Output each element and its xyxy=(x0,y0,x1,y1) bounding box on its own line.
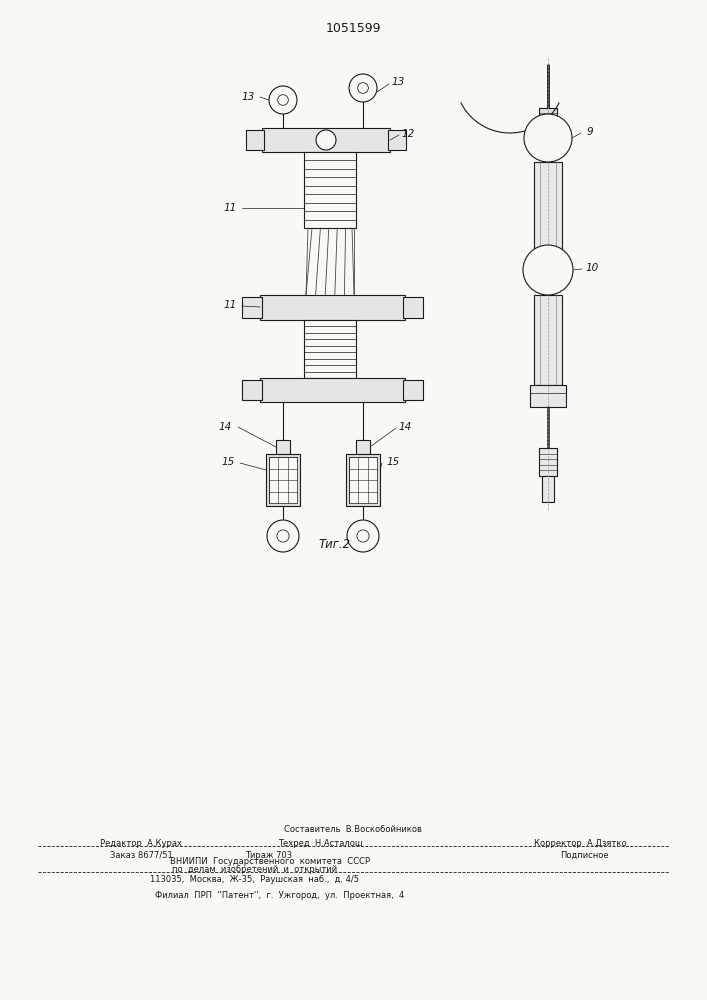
Bar xyxy=(539,108,557,122)
Text: 10: 10 xyxy=(585,263,599,273)
Circle shape xyxy=(357,530,369,542)
Bar xyxy=(276,440,290,454)
Bar xyxy=(346,454,380,506)
Text: Τиг.2: Τиг.2 xyxy=(319,538,351,552)
Text: Заказ 8677/51: Заказ 8677/51 xyxy=(110,850,173,859)
Circle shape xyxy=(267,520,299,552)
Text: Тираж 703: Тираж 703 xyxy=(245,850,292,859)
Text: Техред  Н.Асталош: Техред Н.Асталош xyxy=(278,838,362,848)
Text: 113035,  Москва,  Ж-35,  Раушская  наб.,  д. 4/5: 113035, Москва, Ж-35, Раушская наб., д. … xyxy=(151,874,359,884)
Text: 9: 9 xyxy=(587,127,593,137)
Text: 11: 11 xyxy=(223,300,237,310)
Bar xyxy=(304,320,356,378)
Circle shape xyxy=(524,114,572,162)
Circle shape xyxy=(316,130,336,150)
Circle shape xyxy=(358,83,368,93)
Text: Редактор  А.Курах: Редактор А.Курах xyxy=(100,838,182,848)
Text: ВНИИПИ  Государственного  комитета  СССР: ВНИИПИ Государственного комитета СССР xyxy=(170,857,370,866)
Bar xyxy=(542,476,554,502)
Text: 14: 14 xyxy=(398,422,411,432)
Bar xyxy=(535,257,561,283)
Circle shape xyxy=(349,74,377,102)
Bar xyxy=(246,130,264,150)
Bar xyxy=(534,162,562,257)
Bar xyxy=(242,380,262,400)
Bar xyxy=(262,128,390,152)
Circle shape xyxy=(277,530,289,542)
Text: Составитель  В.Воскобойников: Составитель В.Воскобойников xyxy=(284,826,422,834)
Circle shape xyxy=(269,86,297,114)
Bar xyxy=(535,122,561,138)
Text: Подписное: Подписное xyxy=(560,850,609,859)
Circle shape xyxy=(523,245,573,295)
Bar xyxy=(403,297,423,318)
Circle shape xyxy=(347,520,379,552)
Text: по  делам  изобретений  и  открытий: по делам изобретений и открытий xyxy=(173,864,337,874)
Bar xyxy=(304,152,356,228)
Bar xyxy=(356,440,370,454)
Text: 13: 13 xyxy=(392,77,404,87)
Circle shape xyxy=(278,95,288,105)
Text: 13: 13 xyxy=(241,92,255,102)
Text: 14: 14 xyxy=(218,422,232,432)
Bar xyxy=(388,130,406,150)
Text: 15: 15 xyxy=(221,457,235,467)
Bar xyxy=(269,457,297,503)
Bar xyxy=(539,448,557,476)
Bar xyxy=(266,454,300,506)
Text: 11: 11 xyxy=(223,203,237,213)
Bar xyxy=(260,295,405,320)
Text: Корректор  А.Дзятко: Корректор А.Дзятко xyxy=(534,838,626,848)
Text: 15: 15 xyxy=(386,457,399,467)
Text: 12: 12 xyxy=(402,129,414,139)
Text: 1051599: 1051599 xyxy=(325,21,381,34)
Text: Филиал  ПРП  ''Патент'',  г.  Ужгород,  ул.  Проектная,  4: Филиал ПРП ''Патент'', г. Ужгород, ул. П… xyxy=(156,890,404,900)
Bar xyxy=(403,380,423,400)
Bar xyxy=(242,297,262,318)
Bar xyxy=(534,295,562,385)
Bar xyxy=(530,385,566,407)
Bar xyxy=(349,457,377,503)
Bar xyxy=(260,378,405,402)
